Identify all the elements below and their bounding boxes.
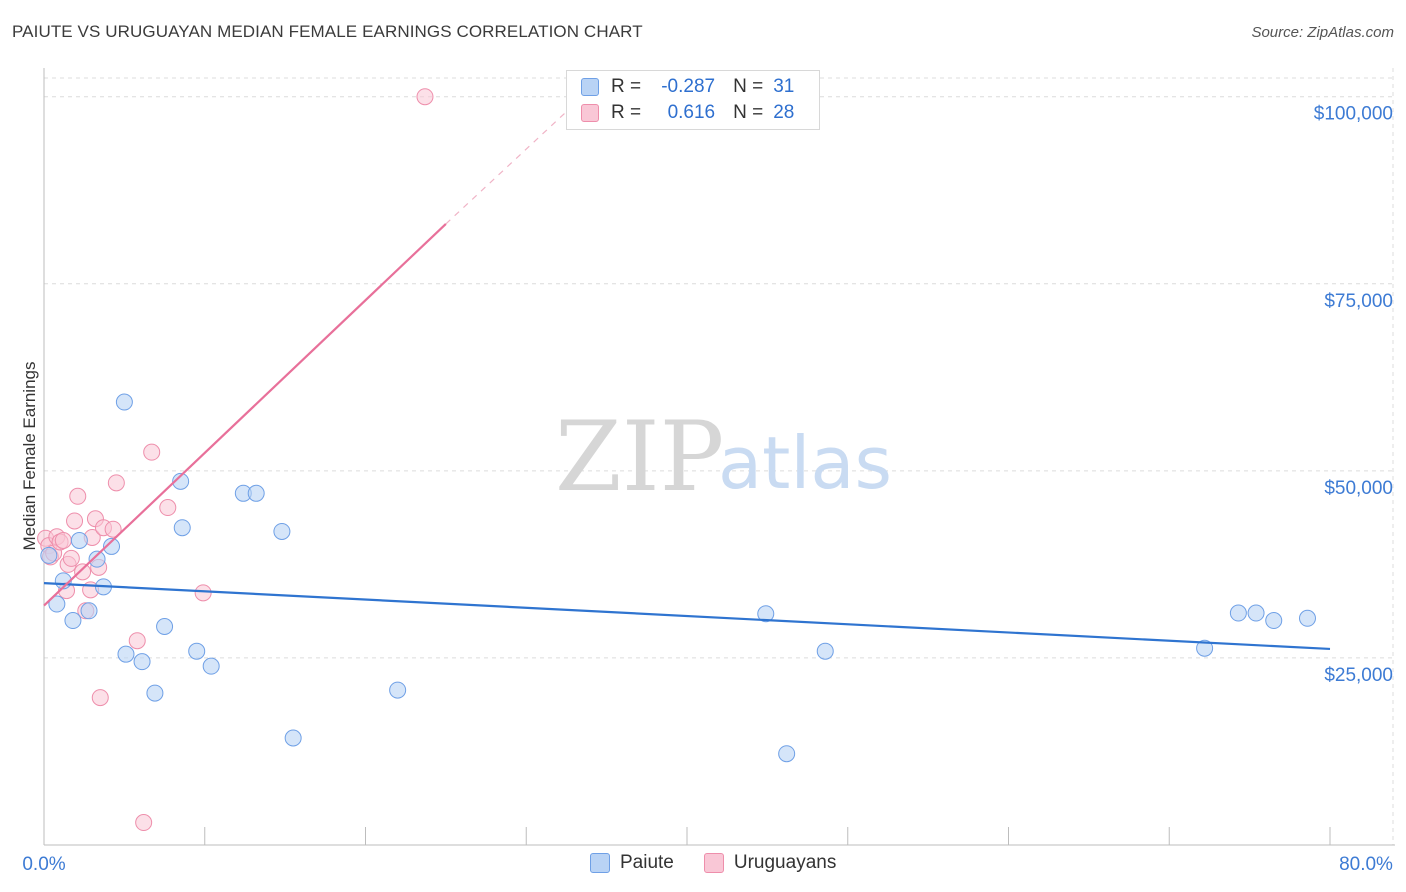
uruguayan-point (416, 88, 434, 106)
uruguayan-trend-extension (445, 88, 591, 225)
y-axis-title: Median Female Earnings (20, 361, 39, 551)
paiute-point (117, 645, 135, 663)
uruguayan-swatch (703, 853, 724, 873)
y-tick-label: $25,000 (1324, 665, 1393, 686)
paiute-point (273, 522, 291, 540)
paiute-swatch (581, 78, 599, 96)
y-tick-label: $50,000 (1324, 478, 1393, 499)
uruguayan-point (54, 531, 72, 549)
chart-title: PAIUTE VS URUGUAYAN MEDIAN FEMALE EARNIN… (12, 22, 643, 41)
trend-lines (43, 88, 1331, 651)
n-value: 28 (773, 102, 795, 123)
paiute-points (40, 393, 1316, 763)
paiute-point (80, 602, 98, 620)
paiute-trend-line (43, 581, 1331, 651)
paiute-point (103, 537, 121, 555)
paiute-point (247, 484, 265, 502)
uruguayan-point (62, 549, 80, 567)
legend-row-paiute: R = -0.287 N = 31 (581, 76, 794, 98)
paiute-point (40, 546, 58, 564)
uruguayan-point (66, 512, 84, 530)
uruguayan-point (135, 814, 153, 832)
paiute-label: Paiute (620, 852, 674, 873)
paiute-point (284, 729, 302, 747)
legend-item-uruguayans[interactable]: Uruguayans (703, 852, 837, 874)
paiute-point (146, 684, 164, 702)
source-label: Source: ZipAtlas.com (1251, 24, 1394, 41)
uruguayan-point (104, 520, 122, 538)
paiute-point (188, 642, 206, 660)
uruguayan-point (159, 499, 177, 517)
paiute-point (202, 657, 220, 675)
n-label: N = (733, 102, 764, 123)
legend-row-uruguayans: R = 0.616 N = 28 (581, 102, 794, 124)
uruguayan-point (143, 443, 161, 461)
paiute-point (115, 393, 133, 411)
r-label: R = (611, 102, 642, 123)
r-label: R = (611, 76, 642, 97)
uruguayan-point (74, 563, 92, 581)
r-value: 0.616 (667, 102, 716, 123)
paiute-point (1247, 604, 1265, 622)
paiute-point (1298, 609, 1316, 627)
paiute-point (48, 595, 66, 613)
legend-item-paiute[interactable]: Paiute (590, 852, 674, 874)
axes (43, 68, 1395, 846)
uruguayans-label: Uruguayans (733, 852, 837, 873)
paiute-point (1265, 612, 1283, 630)
uruguayan-point (194, 584, 212, 602)
paiute-point (389, 681, 407, 699)
paiute-point (778, 745, 796, 763)
paiute-point (133, 653, 151, 671)
uruguayan-point (107, 474, 125, 492)
uruguayan-swatch (581, 104, 599, 122)
uruguayan-point (91, 689, 109, 707)
paiute-point (88, 550, 106, 568)
watermark: ZIP atlas (555, 401, 892, 513)
uruguayan-points (37, 88, 434, 832)
paiute-point (70, 531, 88, 549)
uruguayan-trend-line (43, 223, 447, 607)
paiute-point (1196, 639, 1214, 657)
watermark-atlas: atlas (718, 421, 892, 505)
paiute-point (156, 617, 174, 635)
paiute-swatch (590, 853, 610, 873)
series-legend: Paiute Uruguayans (590, 852, 866, 874)
x-tick-label-right: 80.0% (1339, 854, 1393, 875)
paiute-point (173, 519, 191, 537)
watermark-zip: ZIP (555, 401, 724, 513)
y-tick-label: $75,000 (1324, 291, 1393, 312)
stats-legend: R = -0.287 N = 31 R = 0.616 N = 28 (566, 70, 820, 130)
n-value: 31 (773, 76, 795, 97)
paiute-point (757, 605, 775, 623)
paiute-point (816, 642, 834, 660)
paiute-point (64, 612, 82, 630)
n-label: N = (733, 76, 764, 97)
r-value: -0.287 (661, 76, 716, 97)
x-tick-label-left: 0.0% (22, 854, 65, 875)
paiute-point (1229, 604, 1247, 622)
paiute-point (172, 472, 190, 490)
uruguayan-point (128, 632, 146, 650)
uruguayan-point (69, 487, 87, 505)
y-tick-label: $100,000 (1314, 104, 1393, 125)
tick-labels: $25,000 $50,000 $75,000 $100,000 0.0% 80.0% (22, 104, 1393, 875)
